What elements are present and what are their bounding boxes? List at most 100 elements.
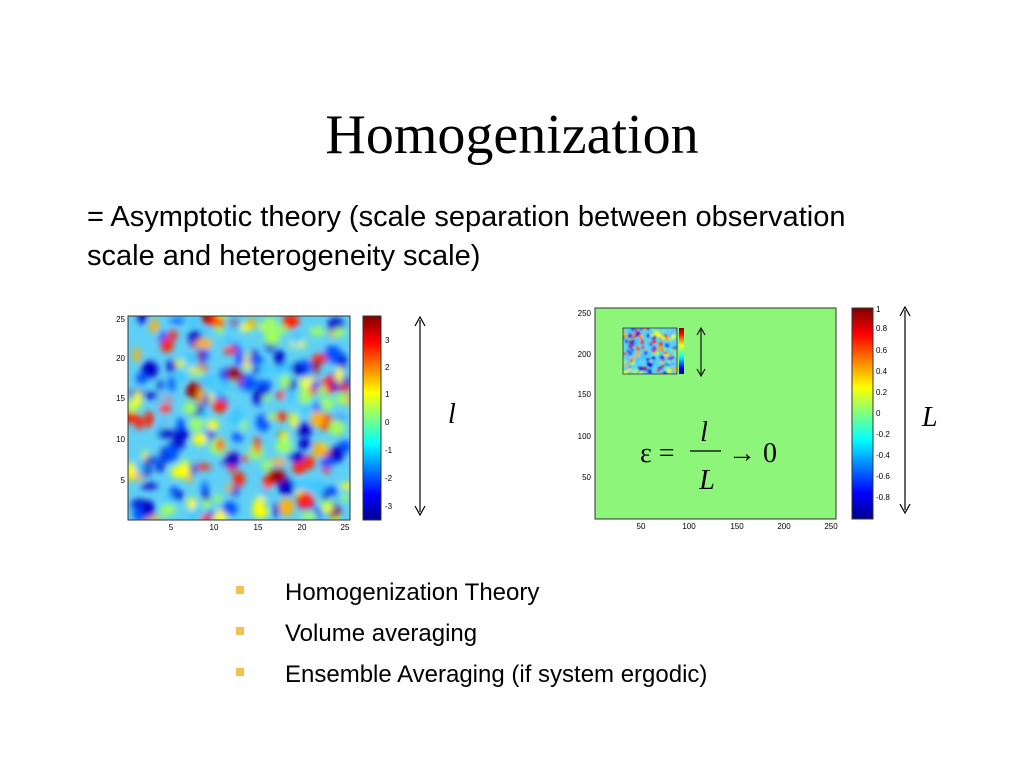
- field-blob: [187, 497, 197, 511]
- field-blob: [663, 334, 668, 338]
- field-blob: [288, 451, 305, 463]
- bullet-item: Volume averaging: [232, 613, 707, 654]
- field-blob: [296, 422, 313, 437]
- field-blob: [623, 352, 628, 355]
- field-blob: [320, 456, 335, 468]
- right-x-tick: 200: [777, 522, 791, 531]
- field-blob: [197, 387, 204, 405]
- field-blob: [674, 328, 677, 331]
- right-x-tick: 150: [730, 522, 744, 531]
- right-colorbar-tick: -0.8: [876, 493, 890, 502]
- field-blob: [165, 503, 176, 515]
- field-blob: [658, 366, 663, 370]
- right-y-ticks: 250 200 150 100 50: [578, 309, 592, 482]
- equation-numerator: l: [700, 417, 708, 448]
- right-y-tick: 100: [578, 432, 592, 441]
- left-field-figure: 25 20 15 10 5 5 10 15 20 25 3 2 1 0 -1 -…: [116, 315, 456, 532]
- right-colorbar-tick: 0.4: [876, 367, 888, 376]
- inset-field-blobs: [623, 328, 677, 374]
- field-blob: [262, 475, 273, 490]
- field-blob: [136, 459, 145, 477]
- field-blob: [642, 333, 645, 339]
- field-blob: [326, 486, 338, 497]
- field-blob: [174, 490, 184, 500]
- field-blob: [284, 389, 295, 403]
- field-blob: [211, 388, 221, 398]
- field-blob: [639, 335, 644, 339]
- field-blob: [668, 356, 671, 362]
- right-colorbar-tick: -0.4: [876, 451, 890, 460]
- field-blob: [290, 412, 298, 429]
- field-blob: [332, 327, 347, 337]
- left-scale-arrow: [414, 315, 426, 517]
- field-blob: [188, 417, 204, 431]
- field-blob: [641, 346, 645, 349]
- field-blob: [634, 335, 637, 338]
- field-blob: [645, 358, 651, 361]
- right-colorbar-tick: 0.2: [876, 388, 888, 397]
- right-colorbar: [851, 307, 874, 520]
- field-blob: [149, 318, 159, 334]
- field-blob: [655, 351, 660, 356]
- field-blob: [338, 385, 350, 392]
- field-blob: [273, 502, 280, 518]
- field-blob: [228, 408, 244, 427]
- field-blob: [271, 458, 287, 466]
- right-colorbar-tick: -0.2: [876, 430, 890, 439]
- field-blob: [312, 402, 323, 412]
- field-blob: [183, 402, 198, 415]
- field-blob: [231, 485, 238, 497]
- field-blob: [134, 415, 144, 430]
- field-blob: [630, 348, 635, 351]
- field-blob: [174, 371, 187, 382]
- field-blob: [670, 356, 676, 360]
- field-blob: [165, 494, 175, 507]
- field-blob: [144, 411, 154, 428]
- field-blob: [628, 351, 632, 356]
- right-field-figure: 250 200 150 100 50 50 100 150 200 250 1 …: [578, 305, 938, 531]
- field-blob: [662, 371, 668, 374]
- bullet-text: Volume averaging: [285, 620, 478, 647]
- left-y-tick: 15: [116, 394, 125, 403]
- field-blob: [636, 331, 640, 335]
- field-blob: [265, 414, 277, 421]
- equation-lhs: ε =: [640, 438, 675, 469]
- field-blob: [627, 333, 633, 338]
- field-blob: [671, 334, 677, 339]
- field-blob: [660, 355, 665, 359]
- field-blob: [277, 326, 288, 334]
- field-blob: [640, 340, 644, 345]
- left-y-tick: 10: [116, 435, 125, 444]
- field-blob: [297, 438, 312, 450]
- field-blob: [279, 498, 294, 517]
- left-x-tick: 25: [341, 523, 350, 532]
- field-blob: [651, 339, 657, 344]
- right-y-tick: 250: [578, 309, 592, 318]
- field-blob: [261, 317, 279, 333]
- field-blob: [633, 368, 639, 374]
- field-blob: [189, 316, 198, 328]
- field-blob: [663, 348, 667, 351]
- field-blob: [637, 366, 640, 369]
- field-blob: [626, 348, 629, 353]
- field-blob: [304, 455, 315, 470]
- field-blob: [185, 351, 198, 367]
- field-blob: [664, 343, 670, 348]
- bullet-square-icon: [236, 586, 244, 594]
- right-scale-arrow: [899, 305, 911, 515]
- field-blob: [342, 440, 350, 454]
- field-blob: [200, 410, 210, 419]
- field-blob: [128, 411, 138, 424]
- field-blob: [671, 361, 675, 366]
- slide-subtitle: = Asymptotic theory (scale separation be…: [87, 201, 846, 272]
- field-blob: [667, 369, 672, 374]
- field-blob: [638, 371, 643, 374]
- field-blob: [202, 491, 210, 502]
- field-blob: [241, 375, 256, 392]
- field-blob: [231, 432, 243, 443]
- left-colorbar-tick: 0: [385, 418, 390, 427]
- left-scale-symbol: l: [448, 399, 456, 430]
- field-blob: [253, 436, 261, 454]
- field-blob: [648, 369, 652, 374]
- field-blob: [328, 419, 346, 436]
